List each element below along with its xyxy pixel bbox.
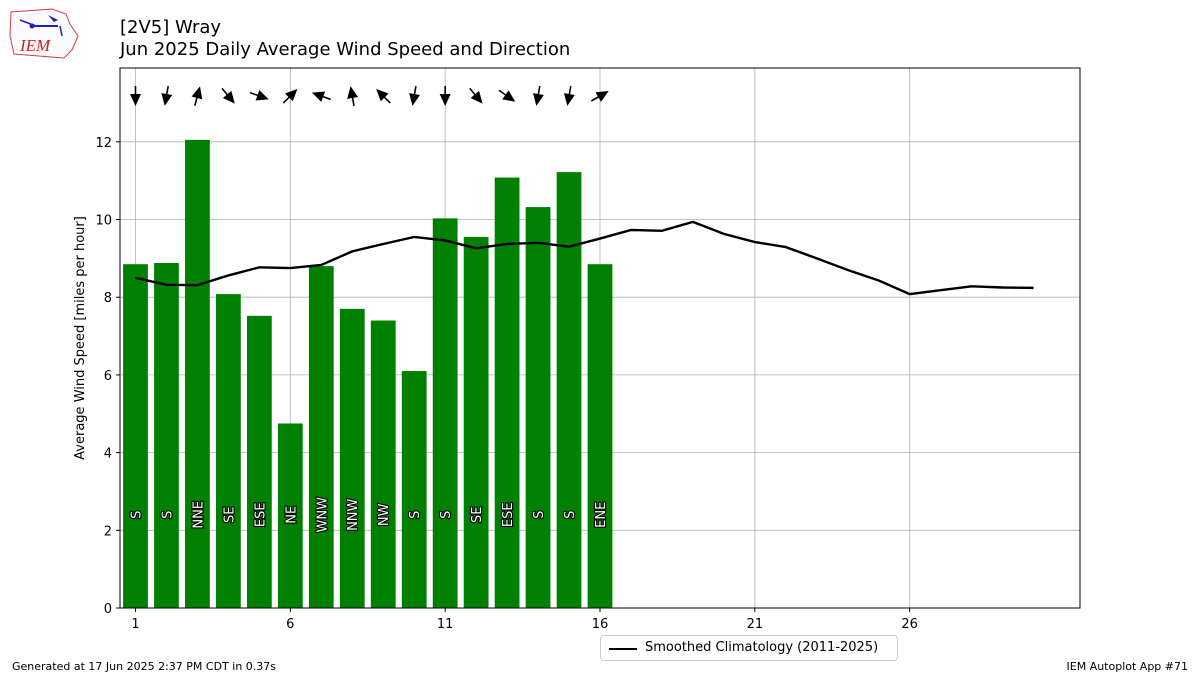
logo-text: IEM (19, 36, 51, 55)
direction-label: ESE (501, 502, 516, 527)
bar-day-12 (463, 236, 489, 609)
wind-arrow-day-13 (498, 89, 516, 102)
bar-day-9 (370, 320, 396, 608)
direction-label: ENE (594, 502, 609, 528)
wind-arrow-day-3 (191, 86, 203, 106)
chart-subtitle: Jun 2025 Daily Average Wind Speed and Di… (120, 39, 571, 60)
wind-arrow-day-1 (129, 86, 141, 106)
direction-label: SE (222, 507, 237, 523)
bar-day-6 (277, 423, 303, 608)
bar-day-8 (339, 308, 365, 608)
y-axis-label: Average Wind Speed [miles per hour] (73, 216, 88, 460)
app-credit: IEM Autoplot App #71 (1066, 660, 1189, 673)
wind-arrow-day-9 (376, 88, 391, 104)
generated-note: Generated at 17 Jun 2025 2:37 PM CDT in … (12, 660, 277, 673)
legend-label: Smoothed Climatology (2011-2025) (645, 640, 879, 655)
direction-label: SE (470, 507, 485, 523)
climatology-line (135, 220, 1034, 296)
x-tick-label: 11 (437, 617, 454, 632)
direction-label: ESE (253, 502, 268, 527)
bar-day-3 (185, 139, 210, 609)
wind-arrow-day-2 (161, 86, 173, 106)
wind-arrow-day-11 (439, 86, 451, 106)
direction-label: S (563, 511, 578, 519)
direction-label: NE (284, 506, 299, 524)
direction-label: NNE (191, 501, 206, 529)
chart-title-station: [2V5] Wray (120, 17, 222, 38)
y-tick-label: 8 (104, 291, 112, 306)
y-tick-label: 10 (95, 214, 112, 229)
bar-day-14 (525, 207, 551, 608)
bar-day-16 (587, 264, 613, 608)
x-tick-label: 1 (131, 617, 139, 632)
bar-day-4 (216, 294, 241, 608)
bar-day-1 (123, 264, 148, 608)
wind-arrow-day-5 (249, 90, 269, 101)
x-tick-label: 6 (286, 617, 294, 632)
bar-day-15 (556, 172, 582, 608)
y-tick-label: 2 (104, 524, 112, 539)
direction-label: WNW (315, 497, 330, 533)
wind-arrow-day-6 (282, 88, 298, 104)
wind-arrow-day-7 (311, 91, 331, 102)
bar-day-10 (401, 371, 427, 608)
direction-label: S (439, 511, 454, 519)
bar-day-5 (246, 315, 272, 608)
wind-arrow-day-10 (409, 86, 420, 106)
y-tick-label: 4 (104, 447, 112, 462)
bar-day-2 (154, 263, 179, 608)
chart-legend: Smoothed Climatology (2011-2025) (600, 635, 898, 661)
wind-arrow-day-15 (563, 86, 575, 106)
iem-logo: IEM (9, 8, 79, 59)
wind-arrow-day-4 (221, 87, 235, 104)
direction-label: S (532, 511, 547, 519)
bar-day-11 (432, 218, 458, 608)
direction-label: S (408, 511, 423, 519)
wind-arrow-day-8 (347, 86, 359, 106)
wind-arrow-day-12 (469, 87, 483, 104)
y-tick-label: 12 (95, 136, 112, 151)
x-tick-label: 21 (747, 617, 764, 632)
x-tick-label: 26 (901, 617, 918, 632)
direction-label: S (160, 511, 175, 519)
bar-day-13 (494, 177, 520, 608)
wind-arrow-day-14 (532, 86, 544, 106)
y-tick-label: 0 (104, 602, 112, 617)
y-tick-label: 6 (104, 369, 112, 384)
bar-day-7 (308, 266, 334, 608)
wind-arrow-day-16 (590, 91, 609, 102)
legend-line-swatch (609, 648, 637, 650)
direction-label: S (129, 511, 144, 519)
direction-label: NNW (346, 498, 361, 530)
x-tick-label: 16 (592, 617, 609, 632)
direction-label: NW (377, 503, 392, 526)
